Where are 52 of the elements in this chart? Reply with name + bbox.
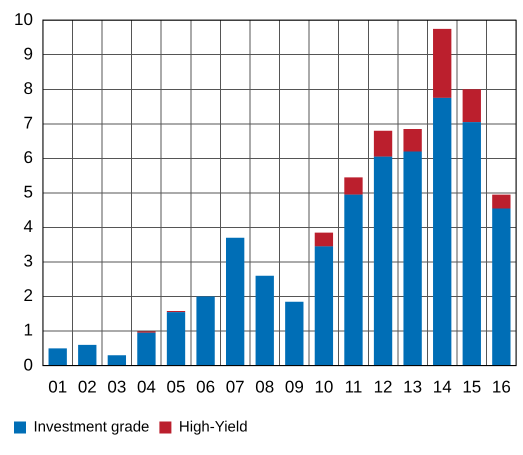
x-tick-label: 09 (284, 377, 304, 396)
y-tick-label: 10 (14, 10, 33, 29)
x-tick-label: 11 (344, 377, 362, 396)
bar (403, 151, 422, 366)
x-tick-label: 15 (462, 377, 482, 396)
legend-label: Investment grade (34, 418, 150, 436)
bar (344, 177, 363, 195)
bar (462, 122, 481, 366)
x-tick-label: 14 (432, 377, 452, 396)
x-tick-label: 12 (374, 377, 393, 396)
bar (433, 98, 452, 366)
bar (374, 156, 392, 366)
bar (78, 344, 96, 366)
bar (226, 238, 244, 366)
x-tick-label: 03 (107, 377, 126, 396)
x-tick-label: 02 (78, 377, 97, 396)
y-tick-label: 6 (23, 148, 33, 168)
x-tick-label: 16 (492, 377, 511, 396)
bar (256, 276, 274, 366)
x-tick-label: 05 (166, 377, 186, 396)
bar (314, 232, 334, 246)
bar (285, 302, 304, 366)
bar (403, 129, 422, 152)
bar (314, 246, 334, 366)
bar (462, 89, 481, 122)
x-tick-label: 07 (226, 377, 245, 396)
x-tick-label: 01 (48, 377, 68, 396)
bar (492, 194, 511, 208)
y-tick-label: 7 (23, 114, 33, 133)
bar (137, 332, 156, 366)
bar (48, 348, 67, 366)
bar (344, 194, 363, 366)
y-tick-label: 5 (23, 182, 33, 202)
y-tick-label: 9 (23, 44, 33, 64)
x-tick-label: 08 (255, 377, 274, 396)
y-tick-label: 0 (23, 355, 33, 374)
y-tick-label: 4 (23, 217, 33, 236)
bar (433, 28, 452, 98)
y-tick-label: 8 (23, 78, 33, 98)
y-tick-label: 2 (23, 286, 33, 306)
bar (108, 355, 126, 366)
legend-label: High-Yield (178, 418, 248, 436)
bar (374, 130, 392, 157)
x-tick-label: 06 (196, 377, 216, 396)
y-tick-label: 3 (23, 252, 33, 271)
bar (196, 296, 215, 366)
bar (492, 208, 511, 366)
x-tick-label: 04 (136, 377, 156, 396)
bar (166, 312, 186, 366)
x-tick-label: 13 (403, 377, 422, 396)
x-tick-label: 10 (314, 377, 334, 396)
y-tick-label: 1 (23, 320, 33, 340)
